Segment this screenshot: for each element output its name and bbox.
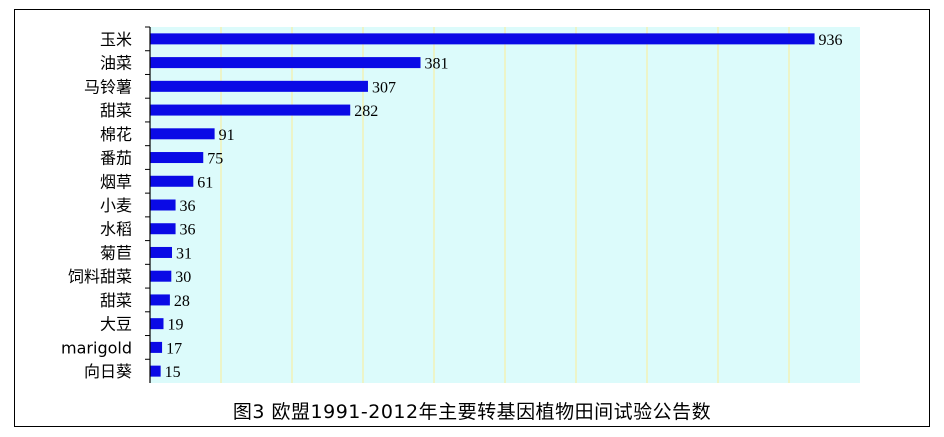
bar bbox=[150, 294, 170, 306]
bar bbox=[150, 246, 173, 258]
bar bbox=[150, 223, 176, 235]
data-label: 936 bbox=[819, 32, 843, 49]
bar bbox=[150, 152, 204, 164]
data-label: 36 bbox=[180, 222, 196, 239]
data-label: 61 bbox=[197, 174, 213, 191]
category-label: 水稻 bbox=[100, 220, 132, 239]
bar bbox=[150, 318, 164, 330]
data-label: 91 bbox=[219, 127, 235, 144]
data-label: 31 bbox=[176, 245, 192, 262]
category-label: 大豆 bbox=[100, 315, 132, 334]
data-label: 30 bbox=[175, 269, 191, 286]
data-label: 282 bbox=[354, 103, 378, 120]
category-label: 马铃薯 bbox=[84, 77, 132, 96]
bar bbox=[150, 57, 421, 69]
category-label: 烟草 bbox=[100, 172, 132, 191]
category-label: 向日葵 bbox=[84, 362, 132, 381]
figure-caption: 图3 欧盟1991-2012年主要转基因植物田间试验公告数 bbox=[232, 401, 712, 423]
bar bbox=[150, 365, 161, 377]
bar bbox=[150, 104, 351, 116]
data-label: 75 bbox=[207, 151, 223, 168]
bar bbox=[150, 33, 815, 45]
bar bbox=[150, 175, 194, 187]
data-label: 381 bbox=[425, 56, 449, 73]
category-label: marigold bbox=[61, 338, 132, 357]
category-label: 油菜 bbox=[100, 54, 132, 73]
data-label: 19 bbox=[167, 317, 183, 334]
bar bbox=[150, 270, 172, 282]
data-label: 17 bbox=[166, 340, 182, 357]
bar bbox=[150, 199, 176, 211]
data-label: 307 bbox=[372, 79, 396, 96]
category-label: 甜菜 bbox=[100, 101, 132, 120]
bar bbox=[150, 128, 215, 140]
category-label: 甜菜 bbox=[100, 291, 132, 310]
category-label: 番茄 bbox=[100, 149, 132, 168]
data-label: 15 bbox=[165, 364, 181, 381]
category-label: 饲料甜菜 bbox=[68, 267, 132, 286]
bar bbox=[150, 341, 163, 353]
category-label: 玉米 bbox=[100, 30, 132, 49]
bar bbox=[150, 80, 368, 92]
data-label: 36 bbox=[180, 198, 196, 215]
category-label: 棉花 bbox=[100, 125, 132, 144]
category-label: 小麦 bbox=[100, 196, 132, 215]
data-label: 28 bbox=[174, 293, 190, 310]
category-label: 菊苣 bbox=[100, 243, 132, 262]
